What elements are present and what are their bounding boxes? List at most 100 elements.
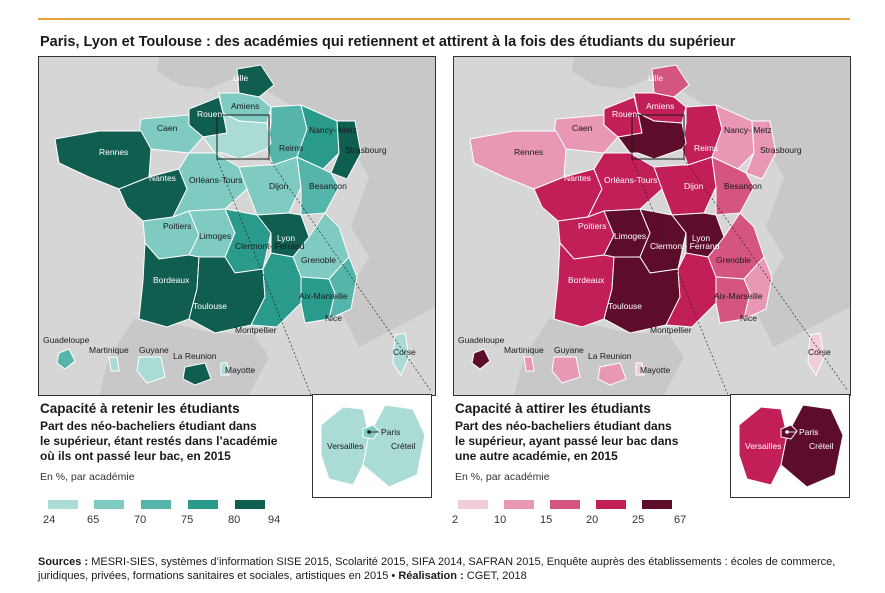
label-mayotte: Mayotte xyxy=(640,365,671,375)
legend-swatch xyxy=(504,500,534,509)
map-retention-svg: Lille Amiens Rouen Caen Rennes Nantes Or… xyxy=(43,57,435,395)
legend-tick: 70 xyxy=(134,514,147,526)
label-besancon: Besançon xyxy=(309,181,347,191)
region-besancon[interactable] xyxy=(711,156,755,216)
label-guadeloupe: Guadeloupe xyxy=(43,335,90,345)
region-guadeloupe[interactable] xyxy=(471,348,491,370)
region-lille[interactable] xyxy=(236,64,275,98)
region-rennes[interactable] xyxy=(54,130,152,190)
legend-tick: 80 xyxy=(228,514,241,526)
label-mayotte: Mayotte xyxy=(225,365,256,375)
label-amiens: Amiens xyxy=(646,101,674,111)
legend-desc-line-2: le supérieur, étant restés dans l’académ… xyxy=(40,434,278,448)
label-grenoble: Grenoble xyxy=(716,255,751,265)
label-strasbourg: Strasbourg xyxy=(760,145,802,155)
label-lyon: Lyon xyxy=(692,233,710,243)
label-strasbourg: Strasbourg xyxy=(345,145,387,155)
legend-tick: 2 xyxy=(452,514,459,526)
label-martinique: Martinique xyxy=(89,345,129,355)
label-besancon: Besançon xyxy=(724,181,762,191)
region-guyane[interactable] xyxy=(551,356,581,384)
label-nantes: Nantes xyxy=(149,173,176,183)
zoom-leader-2 xyxy=(268,158,432,392)
zoom-leader-1 xyxy=(631,158,729,395)
region-guyane[interactable] xyxy=(136,356,166,384)
legend-swatch xyxy=(550,500,580,509)
legend-tick: 15 xyxy=(540,514,553,526)
inset-label-creteil: Créteil xyxy=(391,441,416,451)
credit-label: Réalisation : xyxy=(398,570,464,582)
region-lille[interactable] xyxy=(651,64,690,98)
label-nice: Nice xyxy=(740,313,757,323)
legend-swatch xyxy=(141,500,171,509)
label-rouen: Rouen xyxy=(612,109,637,119)
region-orleans[interactable] xyxy=(171,152,248,218)
label-bordeaux: Bordeaux xyxy=(568,275,605,285)
legend-tick: 10 xyxy=(494,514,507,526)
inset-label-paris: Paris xyxy=(799,427,818,437)
region-besancon[interactable] xyxy=(296,156,340,216)
legend-swatch xyxy=(642,500,672,509)
label-rennes: Rennes xyxy=(514,147,543,157)
region-reunion[interactable] xyxy=(182,362,212,386)
region-corse[interactable] xyxy=(392,332,410,377)
label-nancy: Nancy- Metz xyxy=(724,125,772,135)
region-corse[interactable] xyxy=(807,332,825,377)
region-mayotte[interactable] xyxy=(220,362,230,376)
region-strasbourg[interactable] xyxy=(745,120,777,180)
label-limoges: Limoges xyxy=(614,231,646,241)
legend-swatch xyxy=(596,500,626,509)
label-bordeaux: Bordeaux xyxy=(153,275,190,285)
sources-note: Sources : MESRI-SIES, systèmes d’informa… xyxy=(38,555,858,583)
region-reunion[interactable] xyxy=(597,362,627,386)
label-caen: Caen xyxy=(572,123,593,133)
region-martinique[interactable] xyxy=(108,356,120,372)
legend-swatch xyxy=(235,500,265,509)
label-poitiers: Poitiers xyxy=(163,221,191,231)
label-amiens: Amiens xyxy=(231,101,259,111)
neighbor-land xyxy=(650,57,850,347)
sources-text: MESRI-SIES, systèmes d’information SISE … xyxy=(38,556,836,582)
legend-desc-line-2: le supérieur, ayant passé leur bac dans xyxy=(455,434,679,448)
region-mayotte[interactable] xyxy=(635,362,645,376)
zoom-leader-2 xyxy=(683,158,849,392)
label-grenoble: Grenoble xyxy=(301,255,336,265)
legend-tick: 65 xyxy=(87,514,100,526)
neighbor-uk xyxy=(572,57,654,89)
legend-tick: 75 xyxy=(181,514,194,526)
region-strasbourg[interactable] xyxy=(330,120,362,180)
legend-swatch xyxy=(48,500,78,509)
label-rennes: Rennes xyxy=(99,147,128,157)
inset-creteil[interactable] xyxy=(780,404,844,488)
legend-unit-retention: En %, par académie xyxy=(40,471,135,483)
inset-creteil[interactable] xyxy=(362,404,426,488)
region-guadeloupe[interactable] xyxy=(56,348,76,370)
label-clermont-1: Clermont- Ferrand xyxy=(235,241,305,251)
label-nancy: Nancy- Metz xyxy=(309,125,357,135)
region-rennes[interactable] xyxy=(469,130,567,190)
label-martinique: Martinique xyxy=(504,345,544,355)
label-nice: Nice xyxy=(325,313,342,323)
region-martinique[interactable] xyxy=(523,356,535,372)
label-nantes: Nantes xyxy=(564,173,591,183)
legend-swatch xyxy=(458,500,488,509)
inset-idf-attraction-svg: Paris Versailles Créteil xyxy=(738,404,844,488)
label-lille: Lille xyxy=(233,73,248,83)
label-reims: Reims xyxy=(694,143,718,153)
sources-label: Sources : xyxy=(38,556,89,568)
label-montpellier: Montpellier xyxy=(235,325,277,335)
idf-zoom-box xyxy=(631,114,685,160)
legend-tick: 94 xyxy=(268,514,281,526)
region-nice[interactable] xyxy=(743,256,773,320)
region-nice[interactable] xyxy=(328,256,358,320)
region-orleans[interactable] xyxy=(586,152,663,218)
label-montpellier: Montpellier xyxy=(650,325,692,335)
label-corse: Corse xyxy=(808,347,831,357)
inset-idf-retention-svg: Paris Versailles Créteil xyxy=(320,404,426,488)
neighbor-uk xyxy=(157,57,239,89)
legend-swatch xyxy=(94,500,124,509)
inset-label-versailles: Versailles xyxy=(745,441,781,451)
label-nancy-1: Nancy- Metz xyxy=(309,125,357,135)
accent-rule xyxy=(38,18,850,20)
label-lyon: Lyon xyxy=(277,233,295,243)
